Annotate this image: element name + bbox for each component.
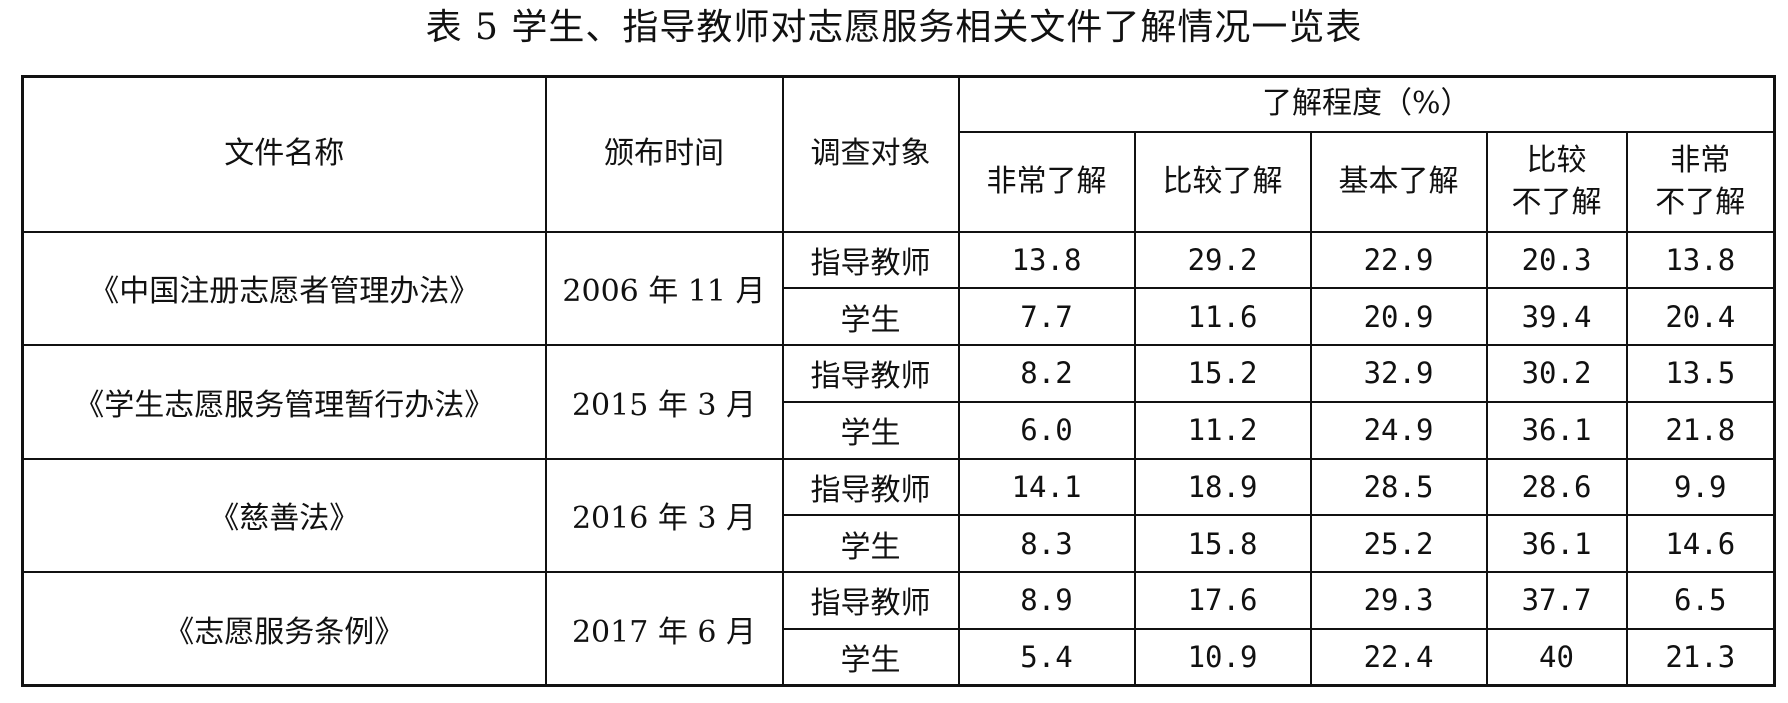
table-row: 《慈善法》 2016 年 3 月指导教师 14.1 18.9 28.5 28.6 9.9 [21, 457, 1776, 573]
value-cell-level-2: 18.9 [1133, 457, 1312, 517]
value-cell-level-2: 15.2 [1133, 344, 1312, 403]
header-level-4: 比较 不了解 [1485, 130, 1628, 233]
table-row: 学生 5.4 10.9 22.4 40 21.3 [23, 627, 1776, 687]
value-cell-level-2: 11.2 [1133, 400, 1312, 460]
value-cell-level-4: 36.1 [1485, 400, 1628, 460]
value-cell-level-5: 21.3 [1625, 627, 1776, 687]
header-level-3: 基本了解 [1309, 130, 1488, 233]
value-cell-level-5: 13.8 [1625, 230, 1776, 290]
value-cell-level-2: 15.8 [1133, 514, 1312, 573]
table-header: 文件名称 颁布时间 调查对象 了解程度（%） 非常了解 比较了解 基本了解 比较 不了解… [21, 75, 1776, 233]
value-cell-level-3: 25.2 [1309, 514, 1488, 573]
table-row: 学生 8.3 15.8 25.2 36.1 14.6 [23, 514, 1776, 573]
survey-table: 文件名称 颁布时间 调查对象 了解程度（%） 非常了解 比较了解 基本了解 比较 不了解… [21, 75, 1776, 687]
value-cell-level-5: 21.8 [1625, 400, 1776, 460]
value-cell-level-1: 8.9 [957, 571, 1136, 630]
header-level-1: 非常了解 [957, 130, 1136, 233]
file-name-cell: 《志愿服务条例》 [21, 571, 547, 687]
table-row: 《中国注册志愿者管理办法》 2006 年 11 月指导教师 13.8 29.2 22.9… [21, 230, 1776, 346]
value-cell-level-5: 9.9 [1625, 457, 1776, 517]
respondent-cell: 指导教师 [781, 571, 960, 630]
value-cell-level-1: 8.2 [957, 344, 1136, 403]
value-cell-level-3: 28.5 [1309, 457, 1488, 517]
value-cell-level-5: 14.6 [1625, 514, 1776, 573]
table-row: 学生 6.0 11.2 24.9 36.1 21.8 [23, 400, 1776, 460]
value-cell-level-2: 29.2 [1133, 230, 1312, 290]
value-cell-level-2: 11.6 [1133, 287, 1312, 346]
value-cell-level-5: 20.4 [1625, 287, 1776, 346]
issue-date-cell: 2006 年 11 月 [544, 230, 784, 346]
value-cell-level-3: 29.3 [1309, 571, 1488, 630]
header-level-line1: 比较 [1526, 142, 1587, 178]
value-cell-level-4: 36.1 [1485, 514, 1628, 573]
table-row: 《学生志愿服务管理暂行办法》 2015 年 3 月指导教师 8.2 15.2 32.9 3… [21, 344, 1776, 460]
respondent-cell: 学生 [781, 400, 960, 460]
file-name-cell: 《学生志愿服务管理暂行办法》 [21, 344, 547, 460]
header-level-line2: 不了解 [1655, 184, 1746, 220]
respondent-cell: 指导教师 [781, 457, 960, 517]
value-cell-level-4: 40 [1485, 627, 1628, 687]
header-level-5: 非常 不了解 [1625, 130, 1776, 233]
header-level-2: 比较了解 [1133, 130, 1312, 233]
value-cell-level-2: 17.6 [1133, 571, 1312, 630]
table-title: 表 5 学生、指导教师对志愿服务相关文件了解情况一览表 [425, 7, 1363, 48]
value-cell-level-4: 30.2 [1485, 344, 1628, 403]
header-respondent: 调查对象 [781, 75, 960, 233]
value-cell-level-1: 5.4 [957, 627, 1136, 687]
value-cell-level-1: 13.8 [957, 230, 1136, 290]
value-cell-level-5: 6.5 [1625, 571, 1776, 630]
value-cell-level-5: 13.5 [1625, 344, 1776, 403]
issue-date-cell: 2016 年 3 月 [544, 457, 784, 573]
header-level-line1: 比较了解 [1162, 163, 1283, 199]
respondent-cell: 学生 [781, 627, 960, 687]
value-cell-level-4: 37.7 [1485, 571, 1628, 630]
value-cell-level-4: 39.4 [1485, 287, 1628, 346]
file-name-cell: 《中国注册志愿者管理办法》 [21, 230, 547, 346]
header-issue-date: 颁布时间 [544, 75, 784, 233]
header-level-group: 了解程度（%） [957, 75, 1776, 133]
respondent-cell: 学生 [781, 287, 960, 346]
value-cell-level-1: 8.3 [957, 514, 1136, 573]
value-cell-level-1: 6.0 [957, 400, 1136, 460]
value-cell-level-3: 32.9 [1309, 344, 1488, 403]
header-file-name: 文件名称 [21, 75, 547, 233]
value-cell-level-1: 7.7 [957, 287, 1136, 346]
value-cell-level-4: 20.3 [1485, 230, 1628, 290]
table-row: 《志愿服务条例》 2017 年 6 月指导教师 8.9 17.6 29.3 37.7 6.5 [21, 571, 1776, 687]
value-cell-level-3: 22.9 [1309, 230, 1488, 290]
value-cell-level-3: 24.9 [1309, 400, 1488, 460]
respondent-cell: 学生 [781, 514, 960, 573]
respondent-cell: 指导教师 [781, 344, 960, 403]
value-cell-level-2: 10.9 [1133, 627, 1312, 687]
file-name-cell: 《慈善法》 [21, 457, 547, 573]
value-cell-level-4: 28.6 [1485, 457, 1628, 517]
header-level-line1: 非常了解 [986, 163, 1107, 199]
table-row: 学生 7.7 11.6 20.9 39.4 20.4 [23, 287, 1776, 346]
respondent-cell: 指导教师 [781, 230, 960, 290]
table-body: 《中国注册志愿者管理办法》 2006 年 11 月指导教师 13.8 29.2 22.9… [21, 230, 1776, 687]
value-cell-level-1: 14.1 [957, 457, 1136, 517]
value-cell-level-3: 20.9 [1309, 287, 1488, 346]
header-level-line2: 不了解 [1511, 184, 1602, 220]
issue-date-cell: 2017 年 6 月 [544, 571, 784, 687]
issue-date-cell: 2015 年 3 月 [544, 344, 784, 460]
value-cell-level-3: 22.4 [1309, 627, 1488, 687]
header-level-line1: 非常 [1670, 142, 1731, 178]
header-level-line1: 基本了解 [1338, 163, 1459, 199]
